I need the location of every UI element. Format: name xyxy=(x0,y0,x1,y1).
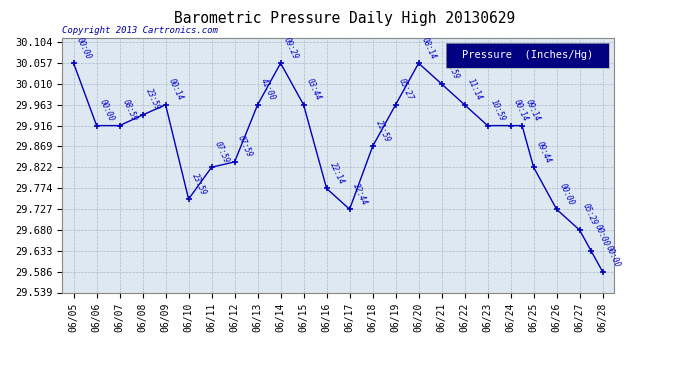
Text: 09:14: 09:14 xyxy=(524,98,542,123)
Text: 00:14: 00:14 xyxy=(167,77,185,102)
Text: 08:14: 08:14 xyxy=(420,36,438,60)
Text: 07:59: 07:59 xyxy=(213,140,231,164)
Text: 00:00: 00:00 xyxy=(75,36,93,60)
Text: 09:44: 09:44 xyxy=(535,140,553,164)
Text: 00:00: 00:00 xyxy=(593,224,611,248)
Text: 00:00: 00:00 xyxy=(558,182,576,207)
Text: 05:27: 05:27 xyxy=(397,77,415,102)
Text: 11:14: 11:14 xyxy=(466,77,484,102)
Text: 08:59: 08:59 xyxy=(121,98,139,123)
Text: 21:59: 21:59 xyxy=(374,119,392,144)
Text: 00:14: 00:14 xyxy=(512,98,530,123)
Text: Barometric Pressure Daily High 20130629: Barometric Pressure Daily High 20130629 xyxy=(175,11,515,26)
Text: 05:29: 05:29 xyxy=(581,202,599,227)
Text: 00:00: 00:00 xyxy=(98,98,116,123)
Text: 41:00: 41:00 xyxy=(259,77,277,102)
Text: 07:59: 07:59 xyxy=(236,134,254,159)
Text: 03:44: 03:44 xyxy=(305,77,323,102)
Text: 00:00: 00:00 xyxy=(604,244,622,269)
Text: 22:14: 22:14 xyxy=(328,161,346,186)
Text: 09:29: 09:29 xyxy=(282,36,300,60)
Text: 23:59: 23:59 xyxy=(144,87,162,112)
Text: 07:59: 07:59 xyxy=(443,57,461,81)
Text: Copyright 2013 Cartronics.com: Copyright 2013 Cartronics.com xyxy=(62,26,218,35)
Text: 22:44: 22:44 xyxy=(351,182,369,207)
Text: 23:59: 23:59 xyxy=(190,171,208,196)
Text: 10:59: 10:59 xyxy=(489,98,507,123)
